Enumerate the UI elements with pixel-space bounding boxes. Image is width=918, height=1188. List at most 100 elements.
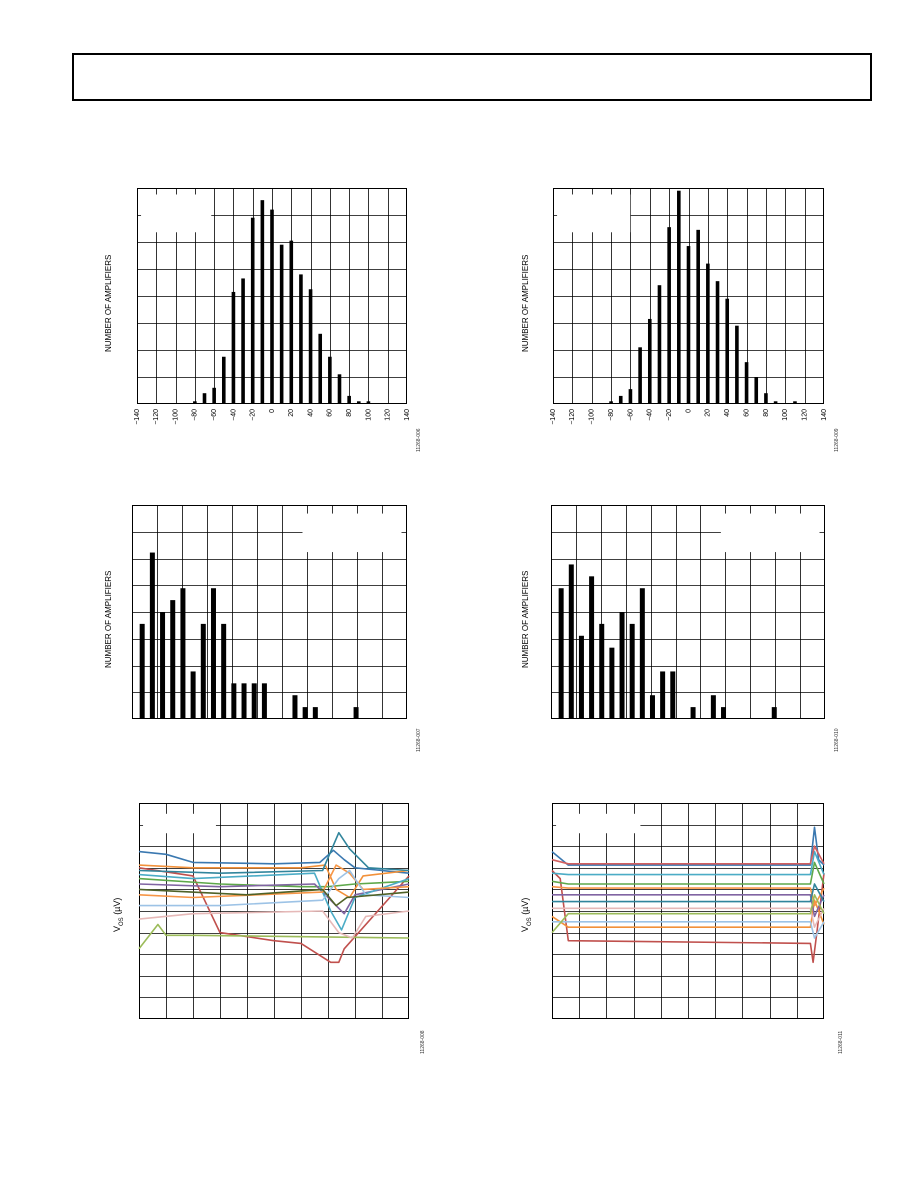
x-tick-label: −80 (608, 409, 615, 421)
histogram-bar (318, 333, 323, 404)
plot-area (138, 803, 410, 1019)
line-chart (551, 803, 825, 1019)
histogram-bar (366, 401, 371, 404)
histogram-bar (657, 285, 662, 404)
x-tick-label: −40 (230, 409, 237, 421)
y-axis-label: NUMBER OF AMPLIFIERS (521, 570, 530, 668)
histogram-bar (618, 395, 623, 404)
histogram-bar (260, 200, 265, 404)
plot-area (132, 505, 407, 719)
data-series-line (138, 849, 410, 874)
x-tick-label: 80 (763, 409, 770, 417)
legend-box (302, 513, 402, 553)
figure-id: 11268-010 (834, 728, 840, 752)
x-tick-label: 0 (685, 409, 692, 413)
histogram-bar (202, 393, 207, 404)
line-chart (138, 803, 410, 1019)
x-tick-label: 60 (743, 409, 750, 417)
x-tick-label: 40 (307, 409, 314, 417)
x-tick-label: −120 (153, 409, 160, 425)
data-series-line (551, 861, 825, 885)
histogram-chart: −140 −120 −100 −80 −60 −40 −20 0 20 40 60 80 100 120 1… (134, 188, 411, 425)
histogram-bar (690, 707, 696, 719)
x-tick-label: 20 (705, 409, 712, 417)
plot-area (551, 505, 825, 719)
histogram-bar (231, 291, 236, 404)
histogram-bar (200, 623, 206, 719)
histogram-bar (629, 623, 635, 719)
x-tick-label: 20 (288, 409, 295, 417)
histogram-bar (628, 389, 633, 404)
histogram-bar (190, 671, 196, 719)
data-series-line (139, 869, 410, 907)
data-series-line (552, 907, 825, 928)
histogram-bar (773, 401, 778, 404)
histogram-bar (764, 393, 768, 404)
histogram-bar (231, 683, 237, 719)
histogram-bar (710, 695, 716, 719)
figure-id: 11268-011 (838, 1030, 844, 1054)
histogram-bar (270, 209, 274, 404)
histogram-bar (568, 564, 574, 719)
histogram-bar (696, 229, 700, 404)
legend-box (557, 194, 631, 233)
histogram-bar (356, 401, 361, 404)
histogram-bar (292, 695, 298, 719)
x-tick-label: 0 (269, 409, 276, 413)
histogram-bar (337, 374, 342, 404)
x-tick-label: −60 (211, 409, 218, 421)
x-tick-label: −40 (647, 409, 654, 421)
y-axis-label: NUMBER OF AMPLIFIERS (521, 254, 530, 352)
x-tick-label: 140 (404, 409, 411, 421)
histogram-bar (677, 190, 681, 404)
y-axis-label: NUMBER OF AMPLIFIERS (104, 254, 113, 352)
plot-area (551, 803, 825, 1019)
data-series-line (138, 831, 410, 874)
figure-id: 11268-009 (834, 428, 840, 452)
histogram-bar (221, 623, 227, 719)
histogram-bar (754, 377, 759, 404)
histogram-bar (180, 588, 186, 719)
histogram-bar (715, 281, 720, 404)
x-tick-label: −100 (172, 409, 179, 425)
data-series-line (138, 888, 410, 907)
y-axis-label: VOS (µV) (520, 897, 533, 932)
histogram-bar (609, 647, 615, 719)
data-series-line (552, 894, 825, 918)
histogram-bar (212, 387, 216, 404)
data-series-line (552, 921, 825, 939)
histogram-bar (308, 289, 313, 404)
histogram-chart (551, 505, 825, 719)
data-series-line (551, 845, 825, 865)
histogram-bar (160, 612, 166, 719)
histogram-bar (279, 244, 284, 404)
histogram-bar (771, 707, 777, 719)
histogram-bar (149, 552, 155, 719)
y-axis-label: NUMBER OF AMPLIFIERS (104, 570, 113, 668)
histogram-bar (725, 298, 730, 404)
data-series-line (551, 894, 825, 934)
x-tick-label: −140 (134, 409, 141, 425)
histogram-bar (241, 278, 245, 404)
histogram-bar (667, 227, 671, 404)
x-tick-label: −120 (569, 409, 576, 425)
plot-area: −140 −120 −100 −80 −60 −40 −20 0 20 40 60 80 100 120 1… (134, 188, 411, 425)
histogram-bar (347, 395, 351, 404)
histogram-bar (649, 695, 655, 719)
histogram-bar (312, 707, 318, 719)
histogram-bar (639, 588, 645, 719)
histogram-bar (744, 362, 749, 404)
histogram-bar (241, 683, 247, 719)
histogram-bar (558, 588, 564, 719)
histogram-bar (353, 707, 359, 719)
histogram-bar (289, 240, 294, 404)
x-tick-label: 120 (385, 409, 392, 421)
x-tick-label: 140 (821, 409, 828, 421)
figure-id: 11268-006 (416, 428, 422, 452)
legend-box (556, 813, 641, 834)
x-tick-label: −80 (192, 409, 199, 421)
legend-box (141, 194, 212, 233)
plot-area: −140 −120 −100 −80 −60 −40 −20 0 20 40 60 80 100 120 1… (550, 188, 828, 425)
x-tick-label: 60 (327, 409, 334, 417)
histogram-bar (250, 217, 255, 404)
